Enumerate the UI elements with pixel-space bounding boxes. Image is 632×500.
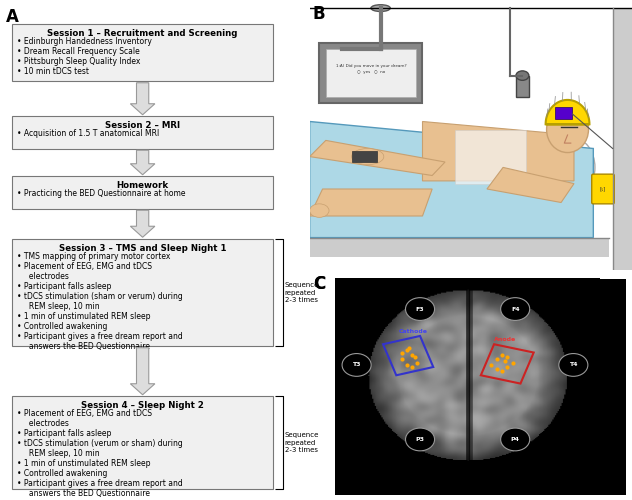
- Text: • Participant falls asleep: • Participant falls asleep: [17, 429, 111, 438]
- Text: answers the BED Questionnaire: answers the BED Questionnaire: [17, 342, 150, 351]
- Text: F3: F3: [416, 306, 424, 312]
- Circle shape: [501, 428, 530, 451]
- Text: • Participant gives a free dream report and: • Participant gives a free dream report …: [17, 332, 183, 341]
- Bar: [319, 43, 422, 102]
- Text: T3: T3: [353, 362, 361, 368]
- FancyBboxPatch shape: [13, 239, 273, 346]
- FancyBboxPatch shape: [13, 116, 273, 149]
- Circle shape: [501, 298, 530, 320]
- Bar: [351, 151, 377, 162]
- Text: • 10 min tDCS test: • 10 min tDCS test: [17, 67, 89, 76]
- Text: Session 4 – Sleep Night 2: Session 4 – Sleep Night 2: [81, 401, 204, 410]
- Polygon shape: [130, 348, 155, 395]
- Text: A: A: [6, 8, 19, 26]
- Text: T4: T4: [569, 362, 578, 368]
- Text: Session 2 – MRI: Session 2 – MRI: [105, 121, 180, 130]
- Ellipse shape: [310, 204, 329, 218]
- Text: B: B: [313, 6, 325, 24]
- Text: Session 3 – TMS and Sleep Night 1: Session 3 – TMS and Sleep Night 1: [59, 244, 226, 253]
- Circle shape: [406, 428, 435, 451]
- Text: • Participant falls asleep: • Participant falls asleep: [17, 282, 111, 291]
- Text: electrodes: electrodes: [17, 272, 69, 281]
- Polygon shape: [487, 168, 574, 202]
- FancyBboxPatch shape: [592, 174, 614, 204]
- Text: REM sleep, 10 min: REM sleep, 10 min: [17, 302, 100, 311]
- Text: C: C: [313, 274, 325, 292]
- Text: • 1 min of unstimulated REM sleep: • 1 min of unstimulated REM sleep: [17, 312, 150, 321]
- Polygon shape: [545, 100, 590, 124]
- Text: • Controlled awakening: • Controlled awakening: [17, 469, 107, 478]
- Bar: [326, 48, 416, 97]
- Polygon shape: [422, 122, 574, 181]
- Text: • Participant gives a free dream report and: • Participant gives a free dream report …: [17, 479, 183, 488]
- Text: • Edinburgh Handedness Inventory: • Edinburgh Handedness Inventory: [17, 37, 152, 46]
- Text: electrodes: electrodes: [17, 419, 69, 428]
- Text: • Practicing the BED Questionnaire at home: • Practicing the BED Questionnaire at ho…: [17, 190, 185, 198]
- Circle shape: [406, 298, 435, 320]
- Text: Session 1 – Recruitment and Screening: Session 1 – Recruitment and Screening: [47, 28, 238, 38]
- Polygon shape: [130, 210, 155, 238]
- Text: Sequence
repeated
2-3 times: Sequence repeated 2-3 times: [284, 432, 319, 452]
- Text: F4: F4: [511, 306, 520, 312]
- Text: • Placement of EEG, EMG and tDCS: • Placement of EEG, EMG and tDCS: [17, 409, 152, 418]
- Polygon shape: [130, 82, 155, 115]
- Text: answers the BED Questionnaire: answers the BED Questionnaire: [17, 489, 150, 498]
- Bar: [555, 106, 573, 119]
- Text: • Placement of EEG, EMG and tDCS: • Placement of EEG, EMG and tDCS: [17, 262, 152, 271]
- Text: • Acquisition of 1.5 T anatomical MRI: • Acquisition of 1.5 T anatomical MRI: [17, 129, 159, 138]
- Text: P4: P4: [511, 437, 520, 442]
- FancyBboxPatch shape: [13, 24, 273, 81]
- Text: • Dream Recall Frequency Scale: • Dream Recall Frequency Scale: [17, 47, 140, 56]
- Bar: [455, 130, 526, 184]
- Text: Sequence
repeated
2-3 times: Sequence repeated 2-3 times: [284, 282, 319, 302]
- Text: • Pittsburgh Sleep Quality Index: • Pittsburgh Sleep Quality Index: [17, 56, 140, 66]
- Text: Anode: Anode: [494, 337, 516, 342]
- Text: • TMS mapping of primary motor cortex: • TMS mapping of primary motor cortex: [17, 252, 171, 261]
- Ellipse shape: [547, 106, 588, 152]
- Text: ○  yes   ○  no: ○ yes ○ no: [357, 70, 385, 73]
- Circle shape: [559, 354, 588, 376]
- Ellipse shape: [371, 4, 390, 12]
- Polygon shape: [310, 189, 432, 216]
- FancyBboxPatch shape: [13, 176, 273, 209]
- FancyBboxPatch shape: [13, 396, 273, 489]
- Text: • tDCS stimulation (verum or sham) during: • tDCS stimulation (verum or sham) durin…: [17, 439, 183, 448]
- Text: 1:A) Did you move in your dream?: 1:A) Did you move in your dream?: [336, 64, 406, 68]
- Bar: [516, 76, 529, 97]
- Text: P3: P3: [416, 437, 425, 442]
- Ellipse shape: [351, 148, 384, 164]
- Text: REM sleep, 10 min: REM sleep, 10 min: [17, 449, 100, 458]
- Text: • tDCS stimulation (sham or verum) during: • tDCS stimulation (sham or verum) durin…: [17, 292, 183, 301]
- Polygon shape: [310, 140, 445, 175]
- Ellipse shape: [550, 138, 595, 197]
- Text: C: C: [313, 274, 325, 292]
- Text: • 1 min of unstimulated REM sleep: • 1 min of unstimulated REM sleep: [17, 459, 150, 468]
- Text: Cathode: Cathode: [399, 329, 428, 334]
- Text: [ι]: [ι]: [600, 186, 606, 192]
- Text: • Controlled awakening: • Controlled awakening: [17, 322, 107, 331]
- Circle shape: [342, 354, 371, 376]
- Polygon shape: [310, 122, 593, 238]
- Text: Homework: Homework: [116, 181, 169, 190]
- Polygon shape: [130, 150, 155, 175]
- Ellipse shape: [516, 71, 529, 81]
